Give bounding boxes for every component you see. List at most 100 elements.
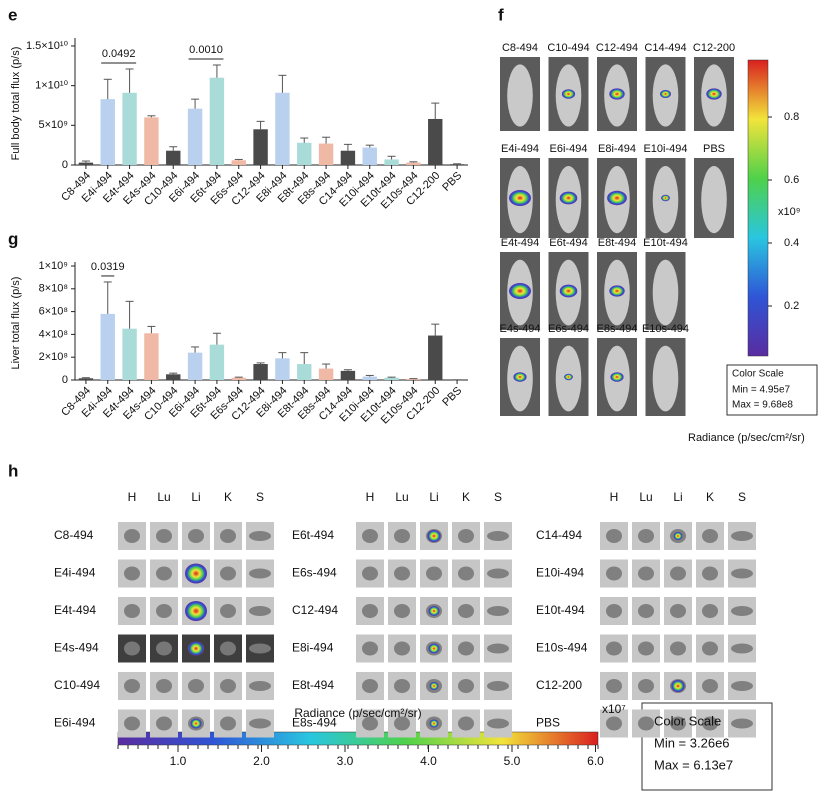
mouse-label: E8i-494	[598, 143, 636, 155]
organ	[249, 644, 271, 654]
bar	[210, 78, 224, 165]
signal	[429, 606, 440, 616]
sample-label: PBS	[536, 716, 560, 730]
y-tick-label: 5×10⁹	[39, 119, 69, 131]
organ	[638, 717, 654, 731]
p-value: 0.0492	[102, 48, 136, 60]
x-tick-label: PBS	[440, 170, 464, 194]
p-value: 0.0319	[91, 261, 125, 273]
organ	[487, 531, 509, 541]
organ	[124, 604, 140, 618]
y-tick-label: 1×10¹⁰	[35, 80, 68, 92]
organ	[731, 531, 753, 541]
colorbar-tick-label: 2.0	[253, 754, 270, 768]
y-axis-label: Full body total flux (p/s)	[10, 47, 22, 161]
colorbar-exponent: x10⁹	[778, 206, 800, 218]
mouse-label: E6s-494	[548, 323, 589, 335]
mouse-label: E8s-494	[597, 323, 638, 335]
organ	[156, 604, 172, 618]
sample-label: C10-494	[54, 678, 100, 692]
mouse-label: E10s-494	[642, 323, 689, 335]
organ	[394, 679, 410, 693]
organ	[124, 567, 140, 581]
colorbar-f	[748, 60, 768, 356]
organ	[458, 679, 474, 693]
bar	[144, 333, 158, 380]
bar	[428, 119, 442, 165]
bar	[79, 378, 93, 380]
organ	[156, 529, 172, 543]
organ	[458, 642, 474, 656]
organ	[124, 642, 140, 656]
signal	[660, 90, 671, 98]
organ	[670, 642, 686, 656]
sample-label: E6t-494	[292, 528, 334, 542]
colorbar-tick-label: 3.0	[337, 754, 354, 768]
y-tick-label: 0	[62, 374, 68, 386]
signal	[661, 195, 670, 201]
sample-label: E10i-494	[536, 566, 584, 580]
colorbar-tick-label: 0.6	[784, 174, 799, 186]
organ	[606, 604, 622, 618]
organ	[702, 529, 718, 543]
bar	[319, 369, 333, 380]
organ	[220, 529, 236, 543]
bar	[166, 374, 180, 380]
y-axis-label: Liver total flux (p/s)	[10, 277, 22, 370]
bar	[101, 314, 115, 380]
mouse-label: C12-494	[596, 42, 638, 54]
organ-header: Li	[429, 490, 438, 504]
signal	[607, 191, 627, 205]
bar	[144, 117, 158, 165]
organ	[731, 606, 753, 616]
organ	[394, 567, 410, 581]
bar	[188, 353, 202, 380]
organ	[702, 604, 718, 618]
panel-label: f	[498, 5, 504, 24]
y-tick-label: 8×10⁸	[39, 283, 68, 295]
bar	[450, 164, 464, 165]
signal	[188, 642, 203, 656]
sample-label: C12-200	[536, 678, 582, 692]
bar	[79, 163, 93, 165]
mouse-label: C14-494	[644, 42, 686, 54]
bar	[188, 109, 202, 165]
organ	[731, 719, 753, 729]
mouse-label: E4t-494	[501, 237, 540, 249]
organ	[156, 679, 172, 693]
bar	[122, 329, 136, 380]
bar	[363, 377, 377, 380]
y-tick-label: 2×10⁸	[39, 351, 68, 363]
organ	[487, 719, 509, 729]
organ	[249, 681, 271, 691]
organ	[124, 717, 140, 731]
signal	[671, 680, 684, 692]
mouse-label: C12-200	[693, 42, 735, 54]
organ	[394, 529, 410, 543]
organ	[638, 604, 654, 618]
mouse-label: PBS	[703, 143, 725, 155]
sample-label: E8i-494	[292, 641, 334, 655]
y-tick-label: 0	[62, 159, 68, 171]
scale-min: Min = 4.95e7	[732, 385, 791, 396]
bar	[101, 99, 115, 165]
organ	[606, 567, 622, 581]
bar	[384, 378, 398, 380]
bar	[275, 93, 289, 165]
organ	[188, 529, 204, 543]
organ	[487, 569, 509, 579]
mouse-label: C10-494	[547, 42, 589, 54]
scale-max: Max = 9.68e8	[732, 400, 793, 411]
bar	[210, 345, 224, 380]
y-tick-label: 1×10⁹	[39, 260, 69, 272]
bar	[275, 358, 289, 380]
organ-header: S	[256, 490, 264, 504]
sample-label: E4t-494	[54, 603, 96, 617]
organ	[670, 604, 686, 618]
organ	[487, 606, 509, 616]
bar	[297, 364, 311, 380]
organ	[156, 642, 172, 656]
organ-header: K	[706, 490, 714, 504]
organ	[606, 642, 622, 656]
signal	[509, 283, 531, 299]
